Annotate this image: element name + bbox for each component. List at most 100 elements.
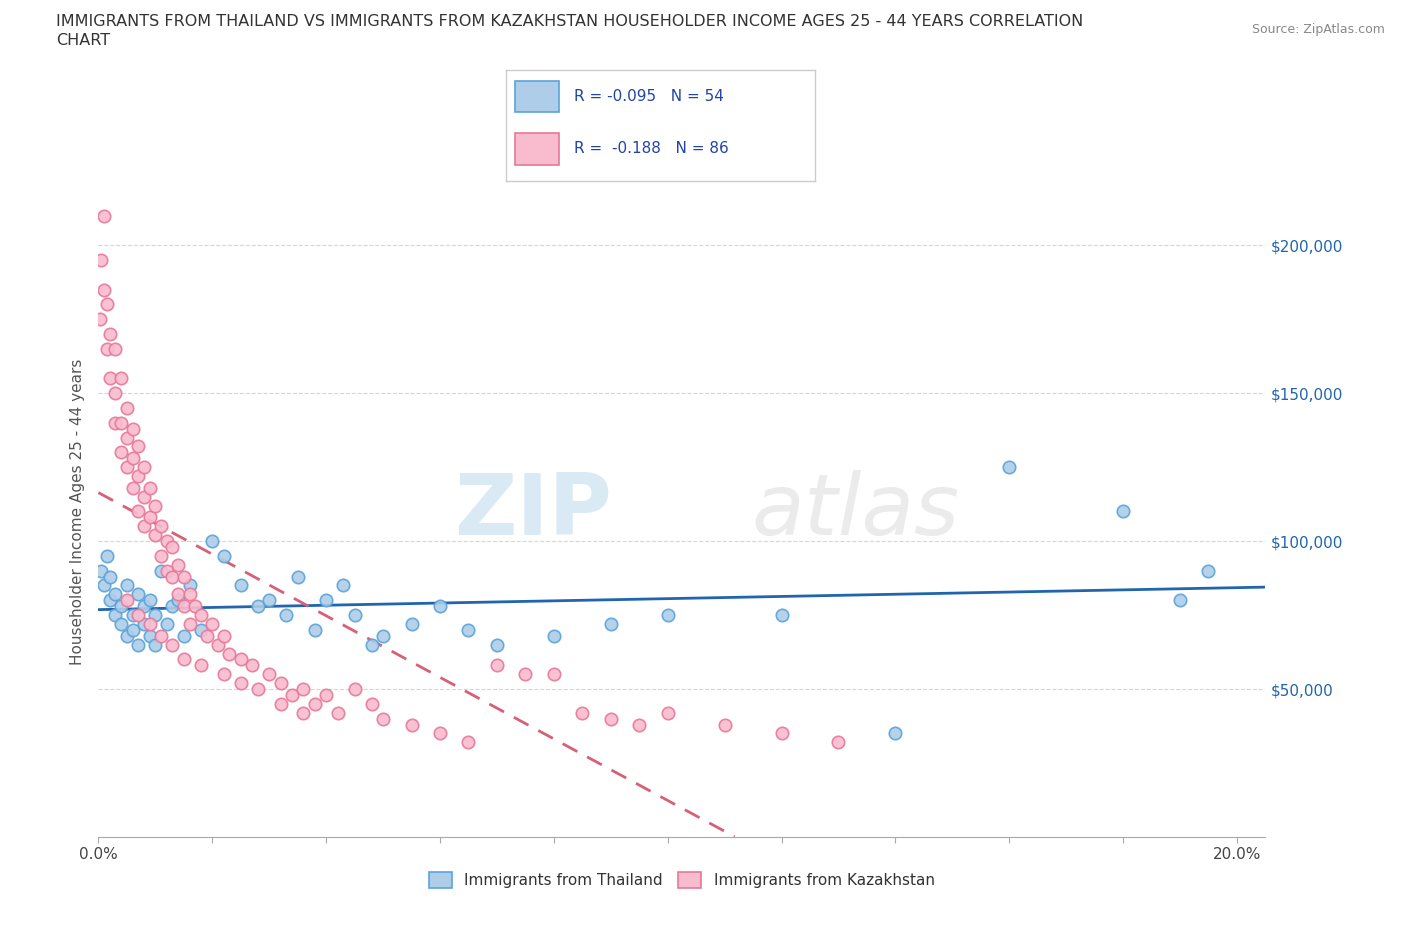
Point [115, 430, 138, 445]
Point [115, 578, 138, 593]
Text: ZIP: ZIP [454, 470, 612, 553]
Point [143, 607, 166, 622]
Point [485, 658, 508, 672]
Point [156, 534, 179, 549]
Point [104, 607, 127, 622]
Point [207, 637, 229, 652]
Point [98, 569, 121, 584]
FancyBboxPatch shape [516, 133, 558, 165]
Point [104, 587, 127, 602]
Point [127, 637, 149, 652]
Point [110, 445, 132, 459]
Point [138, 592, 160, 607]
Point [429, 599, 451, 614]
Point [343, 607, 366, 622]
Point [315, 592, 337, 607]
Point [485, 637, 508, 652]
Point [292, 682, 315, 697]
Point [179, 617, 201, 631]
Point [104, 416, 127, 431]
Point [212, 629, 235, 644]
Point [162, 539, 184, 554]
Point [162, 599, 184, 614]
Point [270, 697, 292, 711]
Point [332, 578, 354, 593]
Point [127, 607, 149, 622]
Point [246, 599, 269, 614]
Point [110, 416, 132, 431]
Point [257, 592, 280, 607]
Point [96, 549, 118, 564]
Point [138, 481, 160, 496]
Text: Source: ZipAtlas.com: Source: ZipAtlas.com [1251, 23, 1385, 36]
Point [628, 717, 651, 732]
Point [93, 578, 115, 593]
Point [150, 549, 173, 564]
Point [162, 637, 184, 652]
Point [457, 622, 479, 637]
Point [173, 569, 195, 584]
Point [179, 587, 201, 602]
Point [156, 617, 179, 631]
Point [571, 705, 593, 720]
Text: atlas: atlas [752, 470, 960, 553]
Point [246, 682, 269, 697]
Point [1168, 592, 1191, 607]
Point [138, 629, 160, 644]
Point [121, 607, 143, 622]
Point [138, 617, 160, 631]
Point [98, 326, 121, 341]
Point [173, 629, 195, 644]
Point [115, 401, 138, 416]
Point [127, 439, 149, 454]
Point [1112, 504, 1135, 519]
Point [121, 451, 143, 466]
Point [713, 717, 735, 732]
Point [326, 705, 349, 720]
Point [110, 371, 132, 386]
Point [371, 629, 394, 644]
Point [98, 592, 121, 607]
Point [190, 658, 212, 672]
Point [229, 676, 252, 691]
Point [287, 569, 309, 584]
Point [184, 599, 207, 614]
Point [150, 564, 173, 578]
Point [1198, 564, 1220, 578]
Point [543, 667, 565, 682]
Point [179, 578, 201, 593]
Point [89, 312, 111, 326]
Point [229, 578, 252, 593]
Point [138, 510, 160, 525]
Point [201, 617, 224, 631]
Point [190, 622, 212, 637]
Point [827, 735, 849, 750]
Point [292, 705, 315, 720]
Point [90, 253, 112, 268]
Point [599, 617, 621, 631]
Point [457, 735, 479, 750]
Point [657, 705, 679, 720]
Point [173, 652, 195, 667]
Point [884, 726, 907, 741]
Point [132, 617, 155, 631]
Point [599, 711, 621, 726]
Point [98, 371, 121, 386]
Point [132, 519, 155, 534]
Point [167, 587, 190, 602]
Point [304, 697, 326, 711]
Point [93, 282, 115, 297]
Point [121, 622, 143, 637]
Point [371, 711, 394, 726]
Point [270, 676, 292, 691]
Point [143, 498, 166, 513]
Point [401, 617, 423, 631]
Point [127, 504, 149, 519]
Point [195, 629, 218, 644]
Point [218, 646, 240, 661]
Point [401, 717, 423, 732]
Point [132, 459, 155, 474]
Point [121, 481, 143, 496]
Point [212, 667, 235, 682]
Point [90, 564, 112, 578]
